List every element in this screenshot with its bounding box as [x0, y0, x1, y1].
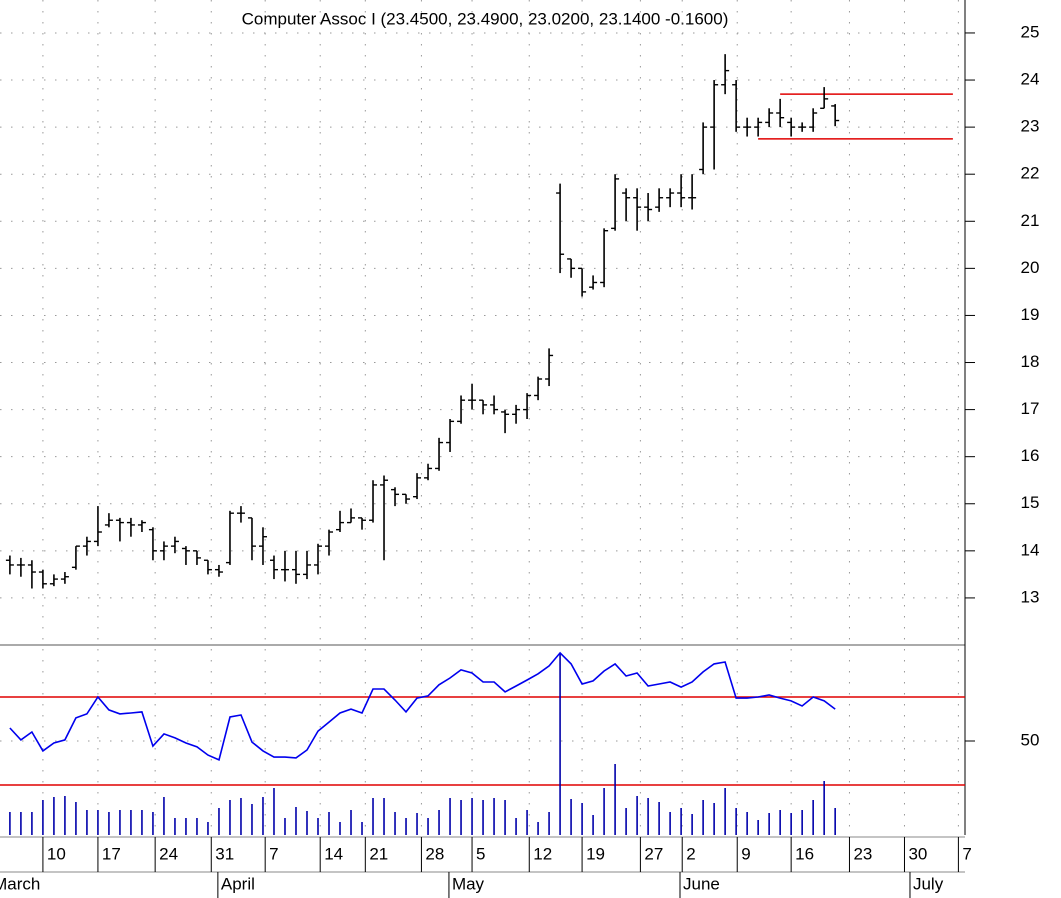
indicator-line	[9, 651, 836, 762]
x-tick-label: 28	[425, 844, 444, 863]
x-tick-label: 7	[269, 844, 278, 863]
y-tick-label: 17	[1021, 399, 1040, 418]
x-tick-label: 30	[908, 844, 927, 863]
month-label: July	[913, 874, 944, 893]
x-tick-label: 21	[369, 844, 388, 863]
y-tick-label: 20	[1021, 258, 1040, 277]
y-tick-label: 23	[1021, 117, 1040, 136]
x-tick-label: 31	[215, 844, 234, 863]
month-label: May	[452, 874, 485, 893]
month-label: April	[221, 874, 255, 893]
x-tick-label: 17	[102, 844, 121, 863]
x-tick-label: 14	[324, 844, 343, 863]
y-tick-label: 13	[1021, 587, 1040, 606]
x-tick-label: 9	[741, 844, 750, 863]
y-tick-label: 50	[1021, 730, 1040, 749]
y-tick-label: 16	[1021, 446, 1040, 465]
x-tick-label: 5	[476, 844, 485, 863]
chart-title: Computer Assoc I (23.4500, 23.4900, 23.0…	[242, 9, 729, 28]
y-tick-label: 14	[1021, 540, 1040, 559]
y-tick-label: 24	[1021, 70, 1040, 89]
month-label: June	[683, 874, 720, 893]
y-tick-label: 19	[1021, 305, 1040, 324]
x-tick-label: 12	[533, 844, 552, 863]
x-tick-label: 27	[644, 844, 663, 863]
y-tick-label: 25	[1021, 22, 1040, 41]
x-tick-label: 10	[47, 844, 66, 863]
x-tick-label: 23	[853, 844, 872, 863]
x-tick-label: 24	[159, 844, 178, 863]
y-tick-label: 18	[1021, 352, 1040, 371]
x-tick-label: 2	[686, 844, 695, 863]
month-label: March	[0, 874, 40, 893]
x-tick-label: 7	[962, 844, 971, 863]
y-tick-label: 15	[1021, 493, 1040, 512]
x-tick-label: 16	[795, 844, 814, 863]
x-tick-label: 19	[586, 844, 605, 863]
y-tick-label: 21	[1021, 211, 1040, 230]
y-tick-label: 22	[1021, 164, 1040, 183]
